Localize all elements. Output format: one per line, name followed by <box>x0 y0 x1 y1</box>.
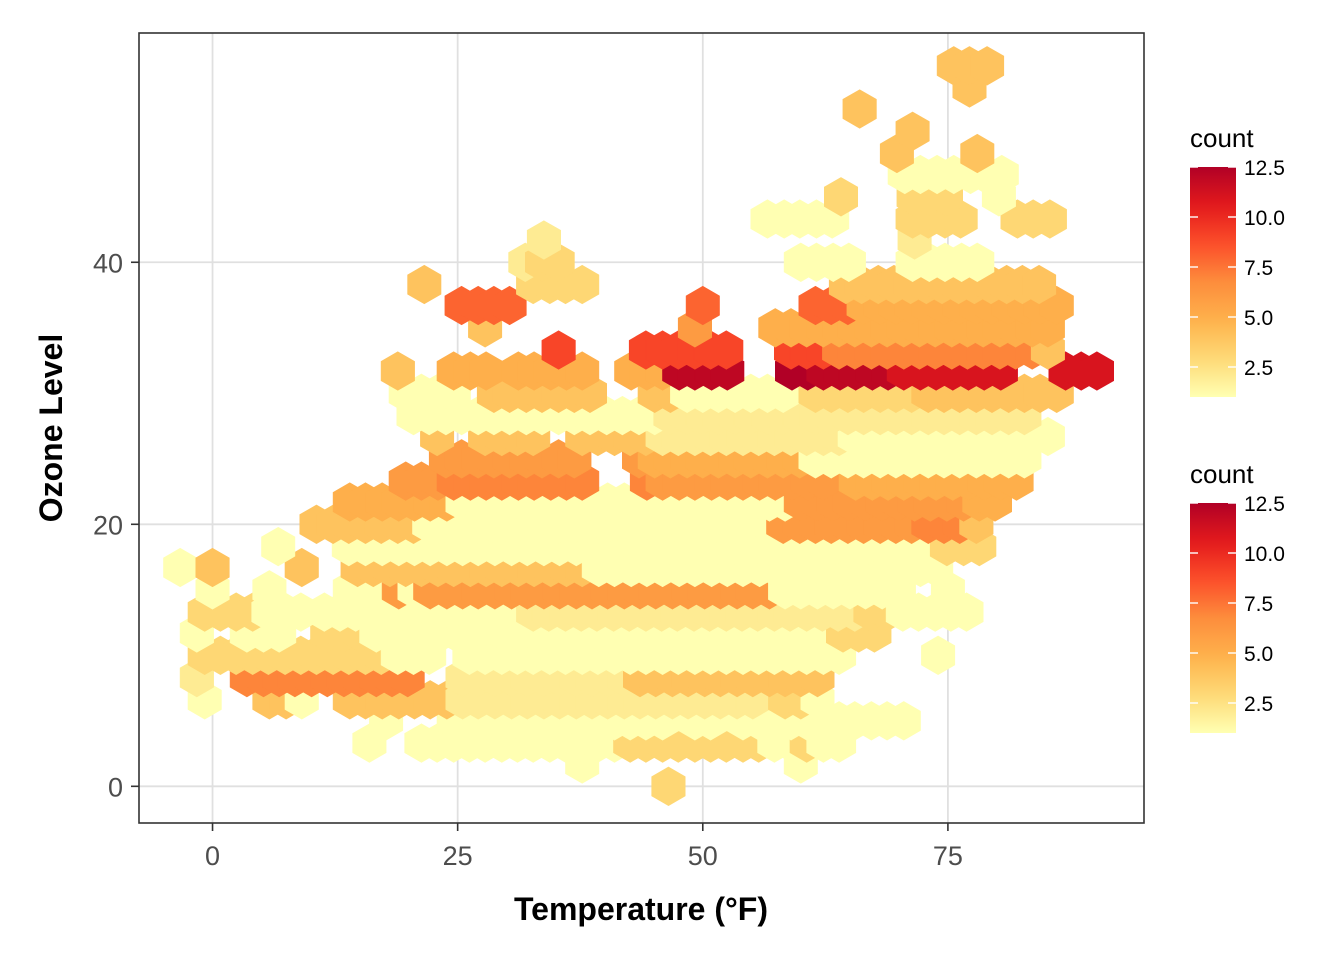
legend-tick-label: 5.0 <box>1244 307 1273 330</box>
y-tick-label: 40 <box>93 248 123 278</box>
hex-bin <box>1079 351 1114 391</box>
legend-colorbar <box>1190 503 1236 733</box>
axes: 0 25 50 75 0 20 40 <box>93 248 963 871</box>
hex-bin <box>831 242 866 282</box>
legend-1: count 2.5 5.0 7.5 10.0 12.5 <box>1190 123 1285 397</box>
legends: count 2.5 5.0 7.5 10.0 12.5 count 2.5 5.0 7.5 10.0… <box>1190 123 1285 733</box>
hex-bin <box>842 89 877 129</box>
hex-bins <box>163 46 1114 806</box>
legend-tick-label: 5.0 <box>1244 643 1273 666</box>
x-axis-title: Temperature (°F) <box>514 891 768 927</box>
legend-2: count 2.5 5.0 7.5 10.0 12.5 <box>1190 459 1285 733</box>
x-tick-label: 50 <box>688 841 718 871</box>
hex-bin <box>921 635 956 675</box>
legend-tick-label: 12.5 <box>1244 157 1285 180</box>
legend-tick-label: 7.5 <box>1244 257 1273 280</box>
hex-bin <box>895 111 930 151</box>
y-tick-label: 20 <box>93 510 123 540</box>
legend-tick-label: 12.5 <box>1244 493 1285 516</box>
x-tick-label: 75 <box>933 841 963 871</box>
legend-tick-label: 10.0 <box>1244 207 1285 230</box>
hex-bin <box>541 330 576 370</box>
hex-bin <box>380 351 415 391</box>
hex-bin <box>823 177 859 217</box>
hex-bin <box>252 570 287 610</box>
x-tick-label: 0 <box>205 841 220 871</box>
hex-bin <box>195 547 230 588</box>
legend-tick-label: 2.5 <box>1244 693 1273 716</box>
hex-bin <box>685 285 720 326</box>
legend-title: count <box>1190 123 1254 153</box>
hex-bin <box>526 220 562 260</box>
legend-tick-label: 2.5 <box>1244 357 1273 380</box>
hex-bin <box>407 264 442 305</box>
hex-bin <box>709 330 744 370</box>
hex-bin <box>261 526 296 567</box>
plot-panel-border <box>138 32 1145 824</box>
y-axis-title: Ozone Level <box>33 334 69 523</box>
y-tick-label: 0 <box>108 772 123 802</box>
hex-bin <box>1022 264 1057 305</box>
hex-bin <box>1032 199 1067 239</box>
hex-bin <box>970 46 1005 86</box>
x-tick-label: 25 <box>443 841 473 871</box>
hex-bin <box>960 242 995 282</box>
hex-bin <box>651 766 686 806</box>
legend-colorbar <box>1190 167 1236 397</box>
legend-tick-label: 10.0 <box>1244 543 1285 566</box>
legend-tick-label: 7.5 <box>1244 593 1273 616</box>
hex-bin <box>960 133 995 174</box>
hex-bin <box>886 701 921 741</box>
legend-title: count <box>1190 459 1254 489</box>
